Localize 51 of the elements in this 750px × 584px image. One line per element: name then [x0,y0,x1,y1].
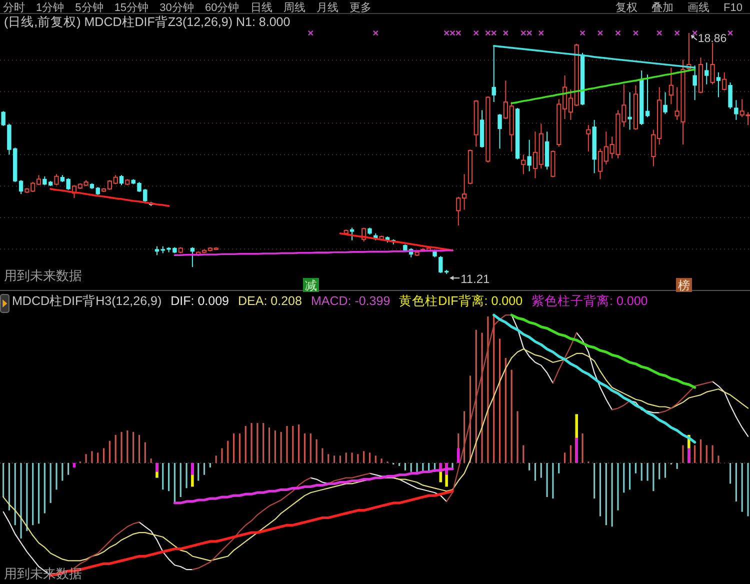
text: 日线 [250,1,272,14]
candlestick [586,124,591,152]
bar [191,463,194,475]
bar [156,463,158,472]
text: 15分钟 [114,2,149,14]
text: 复权 [616,2,638,14]
annotation: 用到未来数据 [4,268,82,283]
candlestick [668,67,674,105]
candlestick [716,72,721,98]
text: 月线 [316,1,338,14]
candlestick [734,100,738,120]
candlestick [521,154,526,175]
text: F10 [724,2,742,14]
candlestick [710,42,715,85]
text: 5分钟 [75,2,104,14]
text: 分时 [3,1,25,14]
text: 黄色柱DIF背离: 0.000 [399,293,523,308]
candlestick [190,246,195,268]
text: MACD: -0.399 [310,294,390,308]
bar [687,448,690,463]
bar [575,438,578,463]
text: 叠加 [652,1,674,14]
candlestick [692,64,697,101]
candlestick [645,74,650,118]
text: 画线 [688,1,710,14]
chart-title: MDCD柱DIF背H3(12,26,9) [12,294,162,308]
text: 30分钟 [160,2,194,14]
candlestick [18,180,24,194]
text: 60分钟 [204,2,240,14]
text: DEA: 0.208 [238,294,302,308]
candlestick [628,92,632,130]
candlestick [119,174,124,186]
bar [72,463,76,468]
bar [456,448,460,463]
candlestick [350,227,354,241]
candlestick [54,174,59,186]
text: 更多 [349,2,372,14]
candlestick [704,62,709,85]
candlestick [527,139,532,172]
annotation: 11.21 [460,272,490,286]
candlestick [663,92,668,114]
text: 1分钟 [36,2,64,14]
candlestick [492,45,496,102]
annotation: 18.86 [698,33,727,45]
chart-title: (日线,前复权) MDCD柱DIF背Z3(12,26,9) N1: 8.000 [4,15,290,29]
text: 紫色柱子背离: 0.000 [532,293,648,308]
candlestick [498,113,502,150]
candlestick [728,82,732,110]
candlestick [722,72,727,91]
text: 周线 [283,1,306,14]
text: DIF: 0.009 [170,294,230,308]
